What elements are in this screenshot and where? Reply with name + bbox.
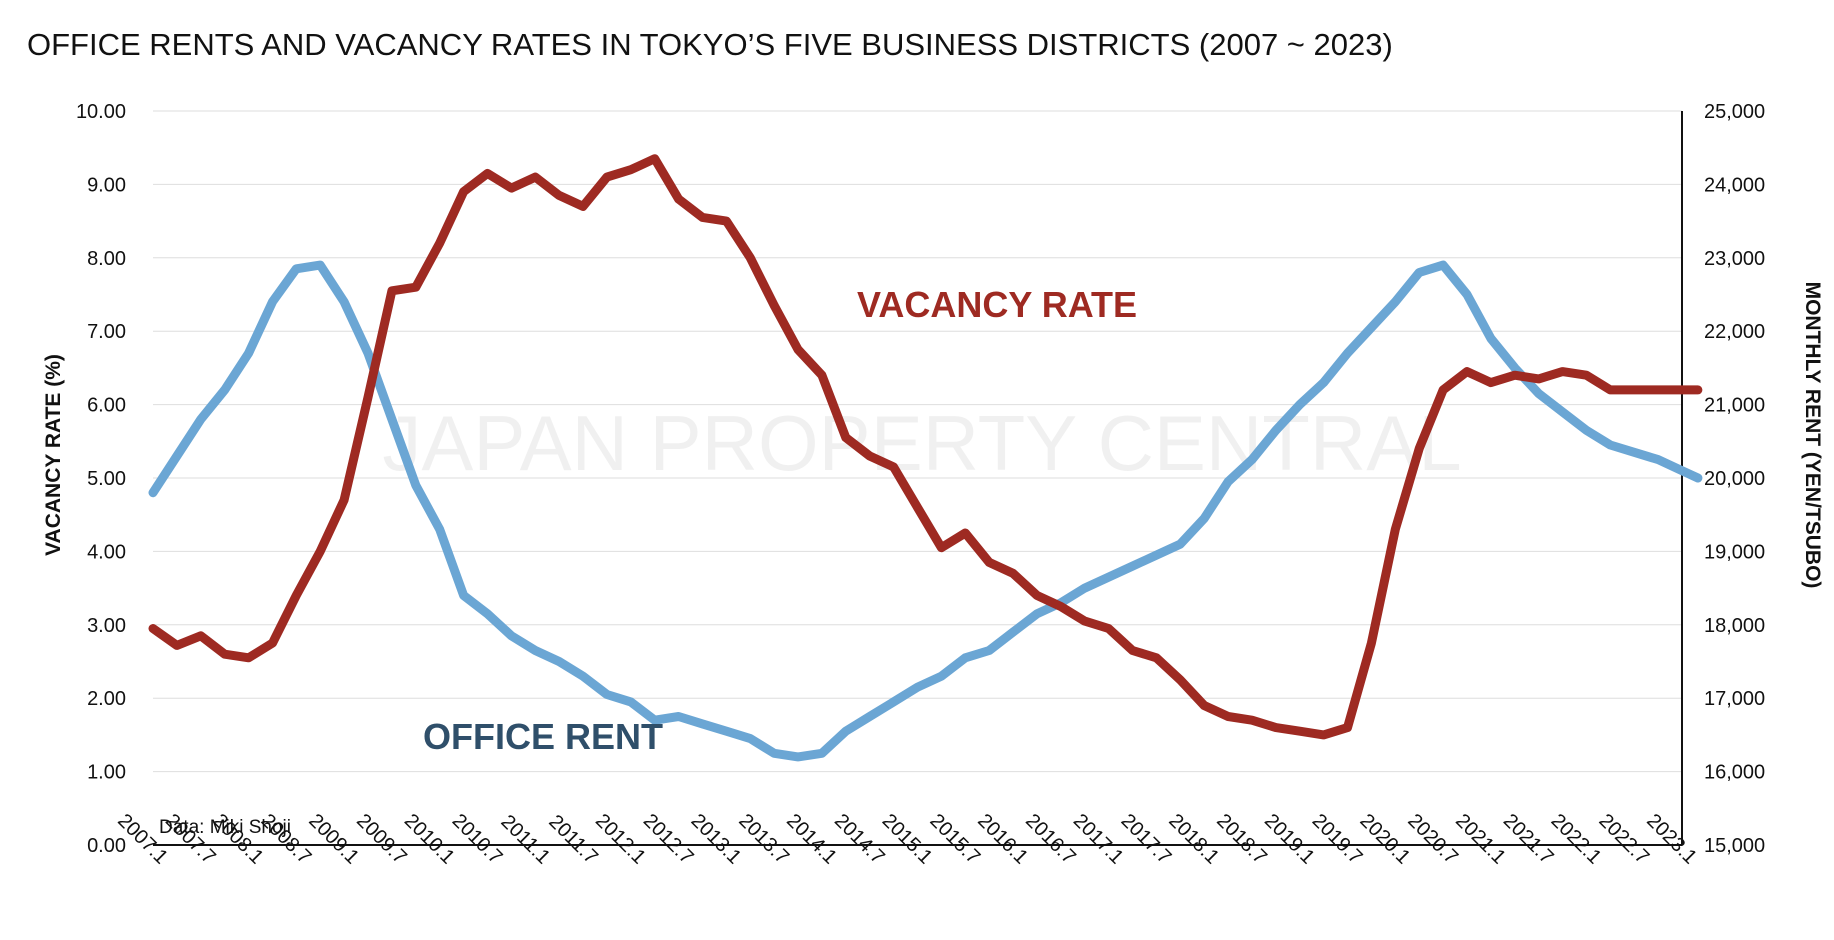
right-axis-ticks: 15,000 16,000 17,000 18,000 19,000 20,000 21,0… bbox=[1704, 101, 1765, 857]
left-tick-label: 8.00 bbox=[87, 248, 126, 270]
x-tick-label: 2018.7 bbox=[1212, 810, 1271, 869]
right-tick-label: 18,000 bbox=[1704, 615, 1765, 637]
right-tick-label: 20,000 bbox=[1704, 468, 1765, 490]
x-tick-label: 2021.7 bbox=[1499, 810, 1558, 869]
x-tick-label: 2009.1 bbox=[304, 810, 363, 869]
x-axis-ticks: 2007.12007.72008.12008.72009.12009.72010… bbox=[113, 810, 1701, 869]
left-tick-label: 2.00 bbox=[87, 688, 126, 710]
left-tick-label: 3.00 bbox=[87, 615, 126, 637]
x-tick-label: 2014.7 bbox=[830, 810, 889, 869]
x-tick-label: 2014.1 bbox=[782, 810, 841, 869]
x-tick-label: 2018.1 bbox=[1164, 810, 1223, 869]
x-tick-label: 2015.7 bbox=[925, 810, 984, 869]
right-tick-label: 16,000 bbox=[1704, 762, 1765, 784]
x-tick-label: 2012.7 bbox=[639, 810, 698, 869]
x-tick-label: 2022.7 bbox=[1594, 810, 1653, 869]
series-label-office-rent: OFFICE RENT bbox=[423, 716, 663, 757]
left-tick-label: 4.00 bbox=[87, 541, 126, 563]
right-axis-label: MONTHLY RENT (YEN/TSUBO) bbox=[1801, 282, 1824, 589]
series-label-vacancy-rate: VACANCY RATE bbox=[857, 284, 1137, 325]
left-tick-label: 9.00 bbox=[87, 174, 126, 196]
x-tick-label: 2011.1 bbox=[497, 811, 555, 869]
x-tick-label: 2019.1 bbox=[1260, 810, 1319, 869]
x-tick-label: 2017.7 bbox=[1117, 810, 1176, 869]
x-tick-label: 2013.7 bbox=[734, 810, 793, 869]
right-tick-label: 23,000 bbox=[1704, 248, 1765, 270]
x-tick-label: 2023.1 bbox=[1642, 810, 1701, 869]
x-tick-label: 2016.1 bbox=[973, 810, 1032, 869]
x-tick-label: 2011.7 bbox=[544, 811, 602, 869]
right-tick-label: 22,000 bbox=[1704, 321, 1765, 343]
left-tick-label: 7.00 bbox=[87, 321, 126, 343]
series-line-vacancy-rate bbox=[148, 154, 1703, 740]
x-tick-label: 2010.1 bbox=[400, 810, 459, 869]
grid bbox=[153, 110, 1682, 773]
right-tick-label: 15,000 bbox=[1704, 835, 1765, 857]
x-tick-label: 2010.7 bbox=[448, 810, 507, 869]
x-tick-label: 2012.1 bbox=[591, 810, 650, 869]
x-tick-label: 2019.7 bbox=[1308, 810, 1367, 869]
series-layer bbox=[148, 154, 1703, 762]
right-tick-label: 24,000 bbox=[1704, 174, 1765, 196]
left-tick-label: 1.00 bbox=[87, 762, 126, 784]
x-tick-label: 2021.1 bbox=[1451, 810, 1510, 869]
right-tick-label: 17,000 bbox=[1704, 688, 1765, 710]
left-tick-label: 0.00 bbox=[87, 835, 126, 857]
x-tick-label: 2020.7 bbox=[1403, 810, 1462, 869]
left-axis-label: VACANCY RATE (%) bbox=[42, 354, 65, 556]
left-axis-ticks: 0.00 1.00 2.00 3.00 4.00 5.00 6.00 7.00 8.00 9.00… bbox=[76, 101, 126, 857]
right-tick-label: 21,000 bbox=[1704, 395, 1765, 417]
x-tick-label: 2020.1 bbox=[1356, 810, 1415, 869]
right-tick-label: 25,000 bbox=[1704, 101, 1765, 123]
chart-title: OFFICE RENTS AND VACANCY RATES IN TOKYO’… bbox=[27, 27, 1393, 62]
watermark: JAPAN PROPERTY CENTRAL bbox=[382, 399, 1461, 487]
x-tick-label: 2013.1 bbox=[687, 810, 746, 869]
x-tick-label: 2017.1 bbox=[1069, 810, 1128, 869]
x-tick-label: 2022.1 bbox=[1547, 810, 1606, 869]
series-line-office-rent bbox=[148, 260, 1703, 762]
left-tick-label: 5.00 bbox=[87, 468, 126, 490]
right-tick-label: 19,000 bbox=[1704, 541, 1765, 563]
x-tick-label: 2016.7 bbox=[1021, 810, 1080, 869]
source-note: Data: Miki Shoji bbox=[159, 817, 291, 838]
x-tick-label: 2009.7 bbox=[352, 810, 411, 869]
axes bbox=[153, 111, 1683, 846]
left-tick-label: 6.00 bbox=[87, 395, 126, 417]
left-tick-label: 10.00 bbox=[76, 101, 126, 123]
x-tick-label: 2015.1 bbox=[878, 810, 937, 869]
